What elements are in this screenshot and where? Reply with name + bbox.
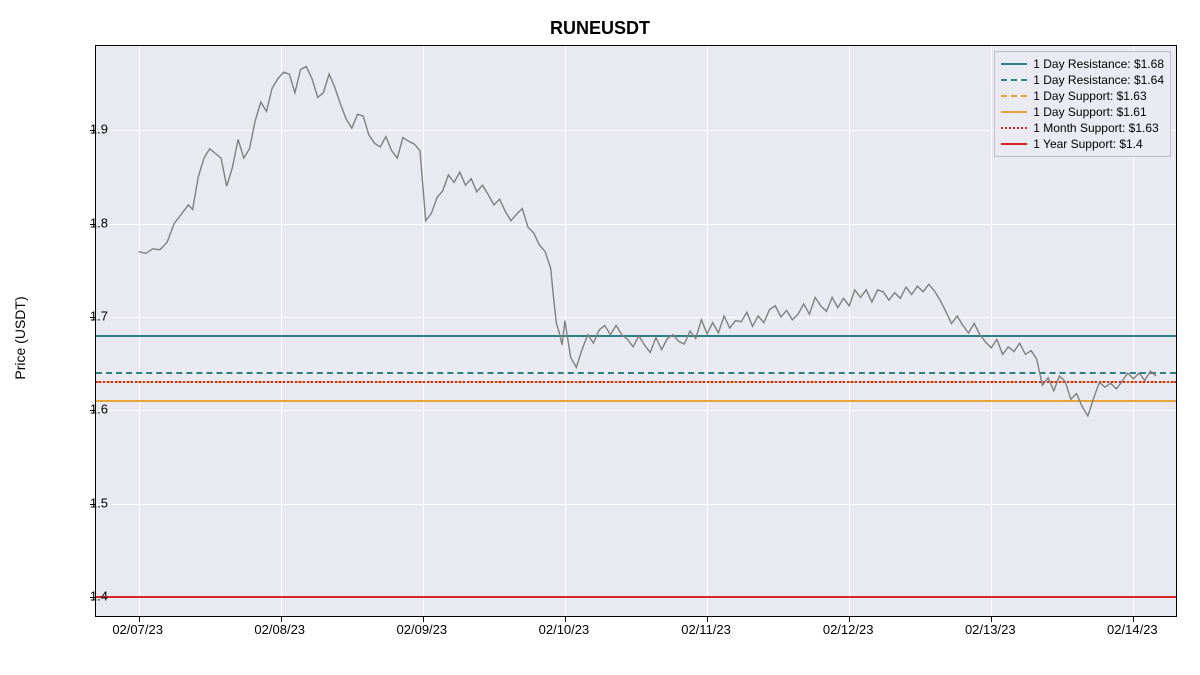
ytick-label: 1.6 [90, 402, 108, 417]
xtick-label: 02/14/23 [1107, 622, 1158, 637]
xtick-label: 02/10/23 [539, 622, 590, 637]
legend-swatch [1001, 143, 1027, 145]
y-axis-label: Price (USDT) [12, 296, 28, 379]
price-chart: RUNEUSDT Price (USDT) 1 Day Resistance: … [0, 0, 1200, 675]
legend-swatch [1001, 127, 1027, 129]
legend-item: 1 Day Support: $1.63 [1001, 88, 1164, 104]
legend-item: 1 Month Support: $1.63 [1001, 120, 1164, 136]
xtick-label: 02/11/23 [681, 622, 731, 637]
xtick-label: 02/09/23 [397, 622, 448, 637]
legend-label: 1 Day Resistance: $1.68 [1033, 57, 1164, 71]
xtick-label: 02/12/23 [823, 622, 874, 637]
legend-label: 1 Month Support: $1.63 [1033, 121, 1158, 135]
legend-item: 1 Day Resistance: $1.68 [1001, 56, 1164, 72]
legend-swatch [1001, 63, 1027, 65]
xtick-label: 02/13/23 [965, 622, 1016, 637]
chart-title: RUNEUSDT [0, 18, 1200, 39]
legend-label: 1 Day Support: $1.61 [1033, 105, 1146, 119]
legend-label: 1 Year Support: $1.4 [1033, 137, 1142, 151]
legend-label: 1 Day Resistance: $1.64 [1033, 73, 1164, 87]
ytick-label: 1.7 [90, 308, 108, 323]
legend-swatch [1001, 79, 1027, 81]
legend-item: 1 Year Support: $1.4 [1001, 136, 1164, 152]
legend-swatch [1001, 111, 1027, 113]
legend-item: 1 Day Resistance: $1.64 [1001, 72, 1164, 88]
legend-label: 1 Day Support: $1.63 [1033, 89, 1146, 103]
legend-swatch [1001, 95, 1027, 97]
ytick-label: 1.8 [90, 215, 108, 230]
plot-area: 1 Day Resistance: $1.68 1 Day Resistance:… [95, 45, 1177, 617]
legend: 1 Day Resistance: $1.68 1 Day Resistance:… [994, 51, 1171, 157]
xtick-label: 02/08/23 [254, 622, 305, 637]
ytick-label: 1.4 [90, 589, 108, 604]
ytick-label: 1.9 [90, 122, 108, 137]
legend-item: 1 Day Support: $1.61 [1001, 104, 1164, 120]
ytick-label: 1.5 [90, 495, 108, 510]
xtick-label: 02/07/23 [112, 622, 163, 637]
